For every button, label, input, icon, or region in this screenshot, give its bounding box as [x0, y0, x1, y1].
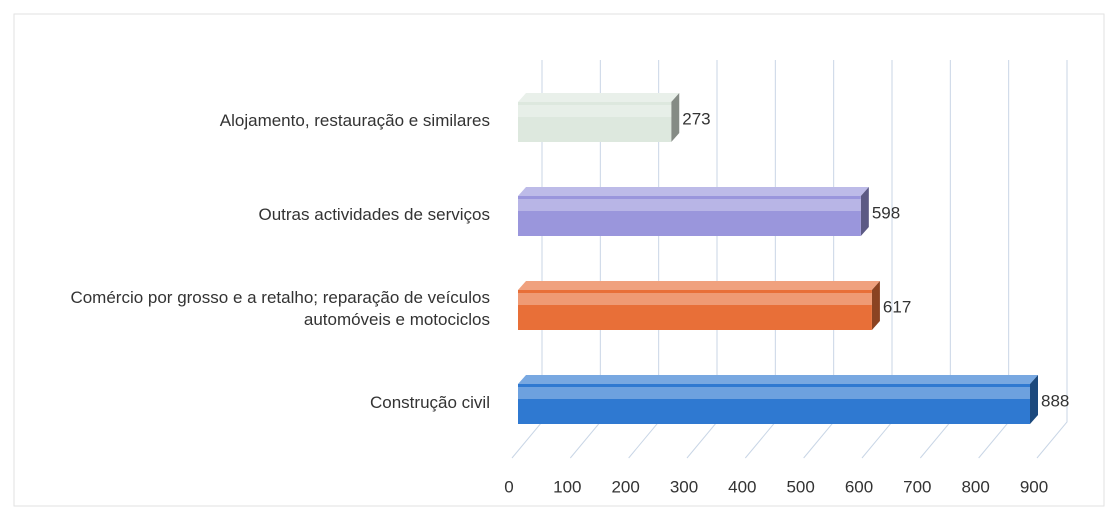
bar-front: [518, 196, 861, 236]
value-label: 888: [1041, 391, 1069, 410]
bar-highlight: [518, 387, 1030, 399]
bar-highlight: [518, 293, 872, 305]
x-tick-label: 800: [961, 477, 989, 496]
bar: [518, 93, 680, 142]
x-tick-label: 500: [786, 477, 814, 496]
value-label: 617: [883, 297, 911, 316]
bar: [518, 187, 869, 236]
bar: [518, 375, 1038, 424]
y-tick-label: Construção civil: [370, 393, 490, 412]
x-tick-label: 100: [553, 477, 581, 496]
bar-side: [860, 187, 869, 236]
bar-top: [518, 281, 880, 290]
x-tick-label: 400: [728, 477, 756, 496]
bar-side: [671, 93, 680, 142]
bar-front: [518, 102, 672, 142]
bar-front: [518, 384, 1030, 424]
x-tick-label: 700: [903, 477, 931, 496]
bar-side: [1030, 375, 1038, 424]
bar-highlight: [518, 199, 861, 211]
bar-side: [871, 281, 880, 330]
bar-top: [518, 375, 1038, 384]
value-label: 273: [682, 109, 710, 128]
y-tick-label: Alojamento, restauração e similares: [219, 111, 490, 130]
x-tick-label: 300: [670, 477, 698, 496]
y-tick-label: Outras actividades de serviços: [258, 205, 491, 224]
bar-highlight: [518, 105, 672, 117]
x-tick-label: 0: [504, 477, 513, 496]
bar-front: [518, 290, 872, 330]
bar-top: [518, 93, 680, 102]
x-tick-label: 200: [611, 477, 639, 496]
bar-top: [518, 187, 869, 196]
grid-line: [1036, 60, 1068, 459]
chart-border: [13, 13, 1105, 507]
bar: [518, 281, 880, 330]
x-tick-label: 600: [845, 477, 873, 496]
y-tick-label: Comércio por grosso e a retalho; reparaç…: [70, 288, 490, 329]
value-label: 598: [872, 203, 900, 222]
x-tick-label: 900: [1020, 477, 1048, 496]
